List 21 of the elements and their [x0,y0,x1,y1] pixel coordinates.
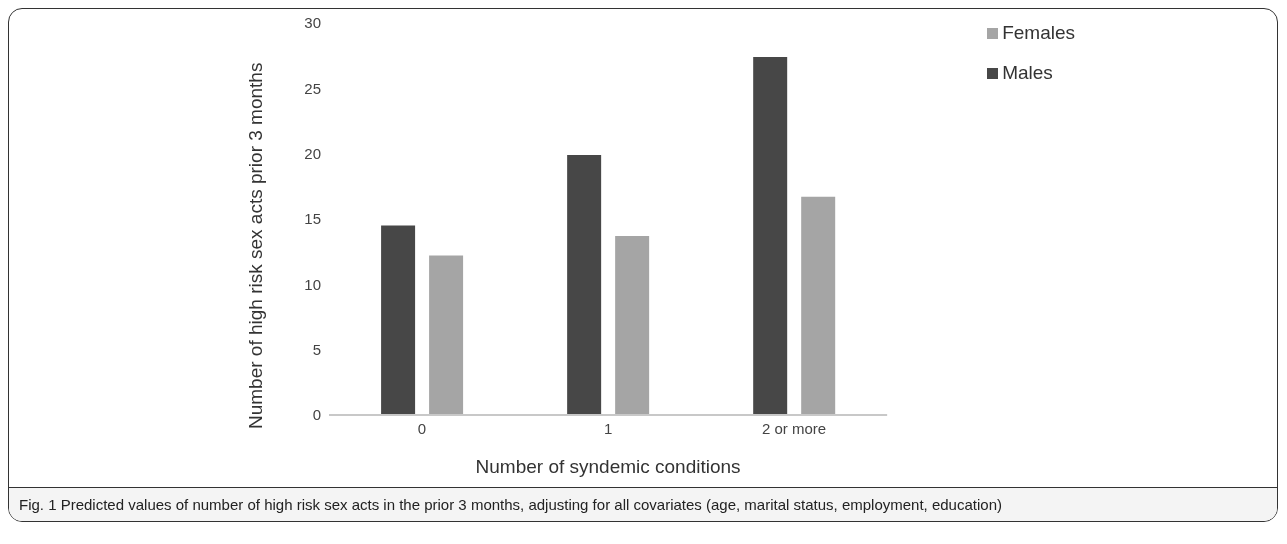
y-tick-label: 20 [304,144,321,162]
caption: Fig. 1 Predicted values of number of high risk sex acts in the prior 3 months, adjusting for all covariates (age, marital status, employment, education) [9,487,1277,521]
x-tick-label: 2 or more [762,419,827,437]
legend-label: Females [1002,22,1075,43]
bar [381,225,416,415]
legend-label: Males [1002,62,1053,83]
bar [801,196,836,415]
y-tick-label: 25 [304,79,321,97]
y-tick-label: 15 [304,210,321,228]
y-tick-label: 30 [304,14,321,32]
x-axis-title: Number of syndemic conditions [475,456,741,477]
y-tick-label: 5 [312,340,321,358]
bar [567,154,602,415]
y-tick-label: 0 [312,406,321,424]
bar [429,255,464,415]
y-axis-title: Number of high risk sex acts prior 3 months [244,62,266,429]
x-tick-label: 0 [417,419,427,437]
bar [753,56,788,415]
x-tick-label: 1 [603,419,613,437]
y-tick-label: 10 [304,275,321,293]
bar [615,235,650,415]
